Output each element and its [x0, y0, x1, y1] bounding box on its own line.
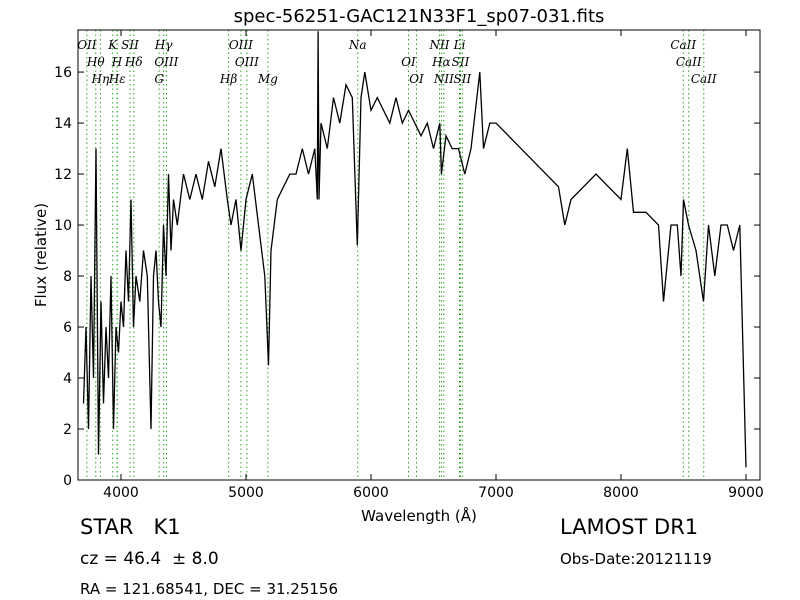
spectral-line-label: K [107, 38, 118, 52]
spectral-line-label: NII [433, 72, 454, 86]
y-tick-label: 10 [54, 218, 72, 234]
spectral-line-label: Hα [431, 55, 451, 69]
x-tick-label: 4000 [103, 485, 139, 501]
chart-title: spec-56251-GAC121N33F1_sp07-031.fits [234, 6, 605, 27]
x-axis-label: Wavelength (Å) [361, 506, 477, 525]
spectral-line-label: SII [452, 55, 470, 69]
spectral-line-label: G [154, 72, 164, 86]
spectral-line-label: CaII [691, 72, 717, 86]
spectral-line-label: OII [77, 38, 97, 52]
spectral-line-label: CaII [676, 55, 702, 69]
spectral-line-label: SII [454, 72, 472, 86]
spectral-line-label: Li [453, 38, 466, 52]
y-tick-label: 14 [54, 116, 72, 132]
spectral-line-label: OI [401, 55, 416, 69]
obs-date: Obs-Date:20121119 [560, 550, 712, 568]
spectral-line-label: SII [121, 38, 139, 52]
y-tick-label: 16 [54, 65, 72, 81]
y-tick-label: 8 [63, 269, 72, 285]
y-tick-label: 2 [63, 422, 72, 438]
spectral-line-label: Hη [91, 72, 110, 86]
spectral-line-label: Hβ [219, 72, 237, 86]
spectral-line-label: OIII [154, 55, 178, 69]
y-axis-label: Flux (relative) [32, 203, 50, 307]
spectral-line-label: Hδ [124, 55, 143, 69]
x-tick-label: 6000 [353, 485, 389, 501]
y-tick-label: 4 [63, 371, 72, 387]
spectral-line-label: Hγ [154, 38, 173, 52]
plot-frame [77, 29, 761, 481]
spectral-line-label: NII [429, 38, 450, 52]
redshift: cz = 46.4 ± 8.0 [80, 549, 219, 569]
coordinates: RA = 121.68541, DEC = 31.25156 [80, 580, 338, 598]
spectral-line-label: CaII [670, 38, 696, 52]
spectral-line-label: Mg [257, 72, 278, 86]
y-tick-label: 6 [63, 320, 72, 336]
x-tick-label: 9000 [728, 485, 764, 501]
spectral-line-label: Hε [108, 72, 126, 86]
object-class: STAR K1 [80, 515, 181, 539]
spectrum-line [82, 31, 747, 468]
survey: LAMOST DR1 [560, 515, 698, 539]
y-tick-label: 12 [54, 167, 72, 183]
spectral-line-label: OIII [235, 55, 259, 69]
x-tick-label: 8000 [603, 485, 639, 501]
spectral-line-label: Hθ [86, 55, 105, 69]
spectral-line-label: OI [409, 72, 424, 86]
spectral-line-label: Na [348, 38, 367, 52]
y-tick-label: 0 [63, 473, 72, 489]
spectral-line-label: OIII [229, 38, 253, 52]
x-tick-label: 7000 [478, 485, 514, 501]
x-tick-label: 5000 [228, 485, 264, 501]
